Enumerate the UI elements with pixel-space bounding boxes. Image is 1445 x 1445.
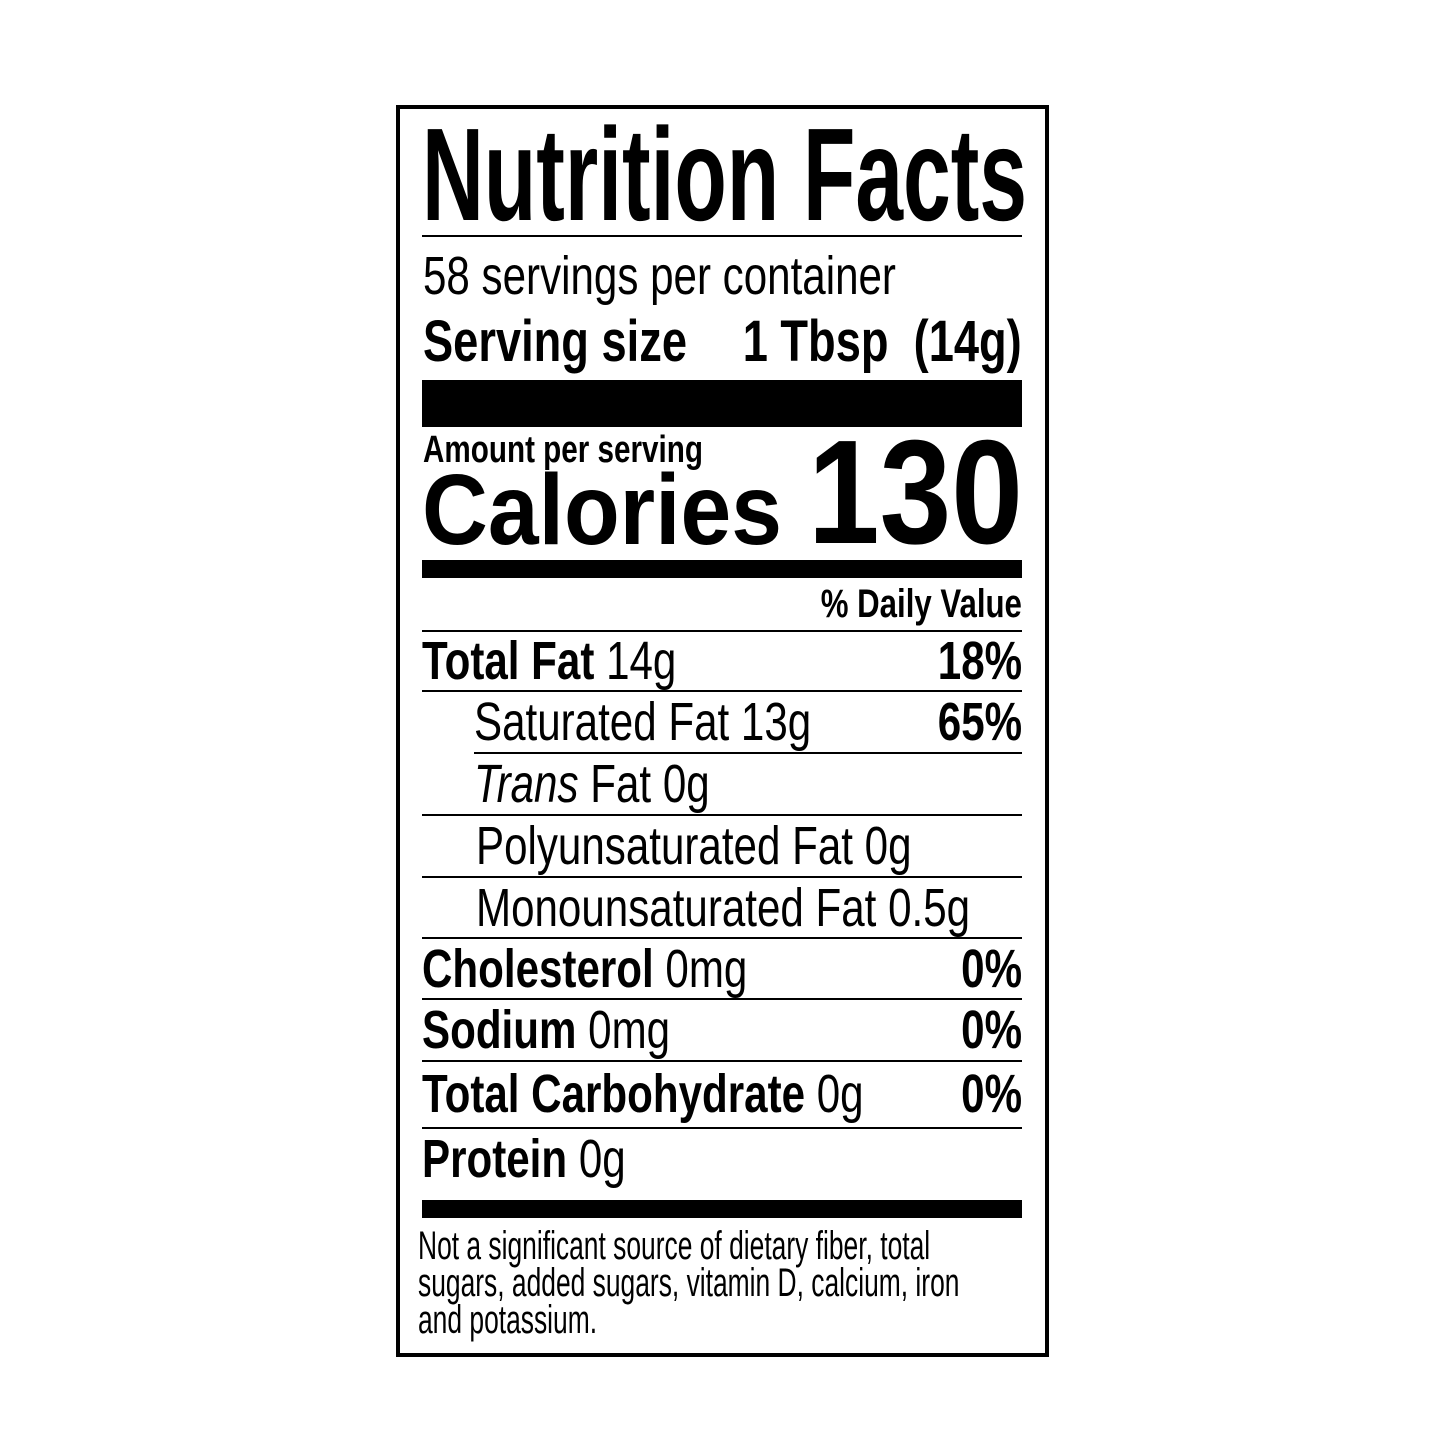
divider <box>422 690 1022 692</box>
nutrient-amount: 13g <box>740 692 812 752</box>
nutrient-amount: 0.5g <box>888 878 971 938</box>
serving-size-label: Serving size <box>423 309 688 374</box>
dv-sodium: 0% <box>961 1000 1022 1060</box>
row-trans-fat: Trans Fat 0g <box>474 754 710 814</box>
daily-value-header: % Daily Value <box>820 582 1022 626</box>
divider <box>422 937 1022 939</box>
nutrient-amount: 0g <box>578 1129 626 1189</box>
nutrient-label: Total Fat <box>422 631 595 691</box>
divider <box>422 814 1022 816</box>
divider <box>422 1127 1022 1129</box>
thick-divider <box>422 560 1022 578</box>
row-polyunsaturated-fat: Polyunsaturated Fat 0g <box>476 816 912 876</box>
nutrient-label-italic: Trans <box>474 754 579 814</box>
row-sodium: Sodium 0mg <box>422 1000 670 1060</box>
nutrient-amount: 0mg <box>588 1000 671 1060</box>
nutrient-label: Fat <box>590 754 652 814</box>
servings-per-container: 58 servings per container <box>423 246 896 306</box>
thick-divider <box>422 380 1022 427</box>
row-cholesterol: Cholesterol 0mg <box>422 939 747 999</box>
footnote-line: Not a significant source of dietary fibe… <box>418 1224 931 1268</box>
row-protein: Protein 0g <box>422 1129 626 1189</box>
nutrient-label: Cholesterol <box>422 939 654 999</box>
footnote: Not a significant source of dietary fibe… <box>418 1224 960 1342</box>
dv-total-fat: 18% <box>937 631 1022 691</box>
label-title: Nutrition Facts <box>422 101 1027 248</box>
footnote-line: and potassium. <box>418 1298 598 1342</box>
divider <box>422 876 1022 878</box>
nutrient-amount: 14g <box>606 631 677 691</box>
nutrient-label: Saturated Fat <box>474 692 730 752</box>
footnote-line: sugars, added sugars, vitamin D, calcium… <box>418 1261 960 1305</box>
row-total-carbohydrate: Total Carbohydrate 0g <box>422 1064 864 1124</box>
divider <box>422 1060 1022 1062</box>
nutrient-amount: 0g <box>864 816 912 876</box>
calories-label: Calories <box>422 454 782 566</box>
nutrient-label: Sodium <box>422 1000 577 1060</box>
nutrient-label: Monounsaturated Fat <box>476 878 877 938</box>
nutrient-label: Total Carbohydrate <box>422 1064 806 1124</box>
calories-value: 130 <box>808 410 1023 575</box>
nutrient-amount: 0mg <box>665 939 748 999</box>
divider <box>422 998 1022 1000</box>
nutrition-facts-label <box>396 105 1049 1357</box>
dv-cholesterol: 0% <box>961 939 1022 999</box>
divider <box>422 235 1022 237</box>
nutrient-amount: 0g <box>816 1064 864 1124</box>
dv-saturated-fat: 65% <box>937 692 1022 752</box>
thick-divider <box>422 1200 1022 1218</box>
divider <box>474 752 1022 754</box>
nutrient-label: Protein <box>422 1129 568 1189</box>
serving-size-value: 1 Tbsp (14g) <box>742 309 1022 374</box>
row-saturated-fat: Saturated Fat 13g <box>474 692 811 752</box>
divider <box>422 630 1022 632</box>
nutrient-label: Polyunsaturated Fat <box>476 816 853 876</box>
row-total-fat: Total Fat 14g <box>422 631 676 691</box>
dv-total-carbohydrate: 0% <box>961 1064 1022 1124</box>
row-monounsaturated-fat: Monounsaturated Fat 0.5g <box>476 878 970 938</box>
nutrient-amount: 0g <box>662 754 710 814</box>
amount-per-serving: Amount per serving <box>423 429 703 471</box>
